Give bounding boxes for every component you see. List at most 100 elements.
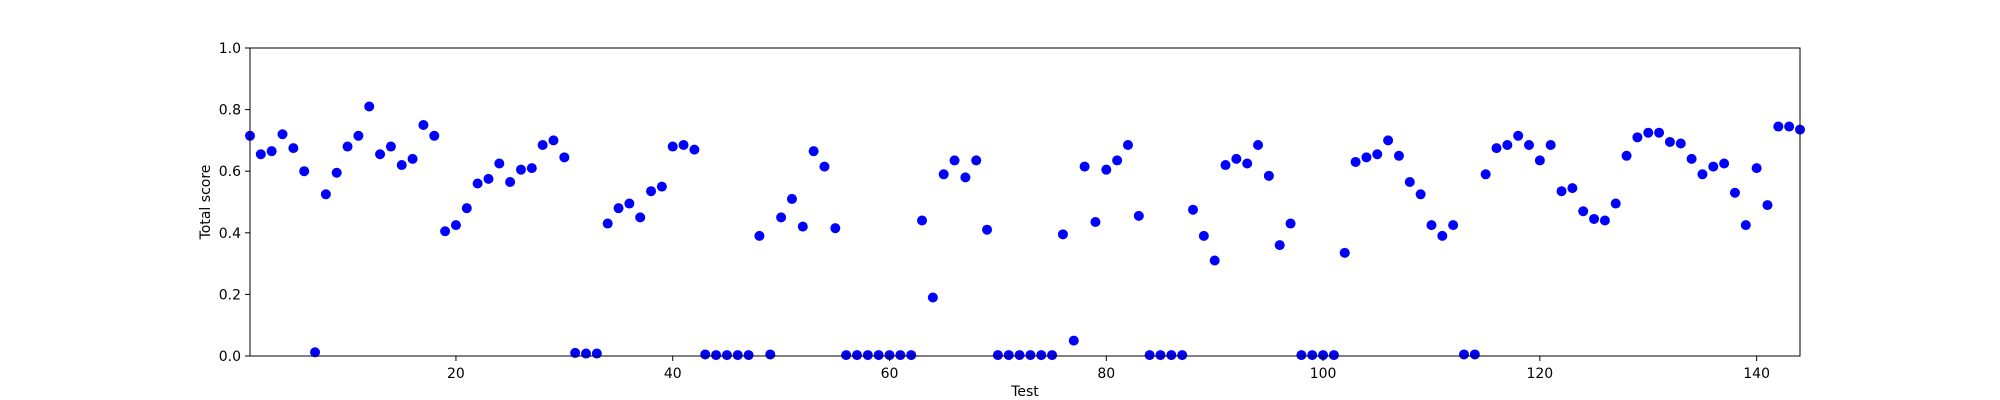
data-point: [1307, 350, 1318, 361]
data-point: [1762, 200, 1773, 211]
y-tick-label: 0.6: [219, 164, 241, 180]
data-point: [1188, 204, 1199, 215]
data-point: [1318, 350, 1329, 361]
data-point: [1448, 220, 1459, 231]
data-point: [1209, 255, 1220, 266]
data-point: [1621, 150, 1632, 161]
data-point: [927, 292, 938, 303]
data-point: [342, 141, 353, 152]
y-axis-title: Total score: [198, 165, 214, 241]
data-point: [1567, 183, 1578, 194]
data-point: [602, 218, 613, 229]
data-point: [1296, 350, 1307, 361]
data-point: [1643, 127, 1654, 138]
data-point: [851, 350, 862, 361]
x-tick-label: 140: [1743, 366, 1770, 382]
data-point: [537, 140, 548, 151]
data-point: [461, 203, 472, 214]
x-tick-label: 60: [881, 366, 899, 382]
data-point: [1502, 140, 1513, 151]
x-tick-label: 20: [447, 366, 465, 382]
data-point: [1545, 140, 1556, 151]
y-tick-label: 0.8: [219, 103, 241, 119]
data-point: [982, 224, 993, 235]
data-point: [1220, 160, 1231, 171]
data-point: [1686, 153, 1697, 164]
data-point: [1415, 189, 1426, 200]
data-point: [1599, 215, 1610, 226]
data-point: [1361, 152, 1372, 163]
data-point: [375, 149, 386, 160]
data-point: [862, 350, 873, 361]
data-point: [667, 141, 678, 152]
data-point: [1578, 206, 1589, 217]
data-point: [548, 135, 559, 146]
data-point: [320, 189, 331, 200]
y-tick-label: 0.0: [219, 349, 241, 365]
data-point: [1491, 143, 1502, 154]
data-point: [526, 163, 537, 174]
data-point: [1719, 158, 1730, 169]
data-point: [743, 350, 754, 361]
x-tick-label: 40: [664, 366, 682, 382]
y-tick-label: 0.4: [219, 226, 241, 242]
data-point: [819, 161, 830, 172]
data-points: [245, 101, 1805, 361]
data-point: [1708, 161, 1719, 172]
data-point: [299, 166, 310, 177]
data-point: [1253, 140, 1264, 151]
data-point: [689, 144, 700, 155]
data-point: [472, 178, 483, 189]
data-point: [591, 348, 602, 359]
data-point: [732, 350, 743, 361]
data-point: [1632, 132, 1643, 143]
data-point: [494, 158, 505, 169]
data-point: [570, 347, 581, 358]
data-point: [992, 350, 1003, 361]
data-point: [635, 212, 646, 223]
data-point: [1480, 169, 1491, 180]
data-point: [1729, 187, 1740, 198]
data-point: [1610, 198, 1621, 209]
data-point: [1122, 140, 1133, 151]
data-point: [1285, 218, 1296, 229]
data-point: [1426, 220, 1437, 231]
data-point: [1144, 350, 1155, 361]
data-point: [1047, 350, 1058, 361]
data-point: [429, 130, 440, 141]
data-point: [646, 186, 657, 197]
data-point: [1524, 140, 1535, 151]
data-point: [754, 230, 765, 241]
data-point: [310, 347, 321, 358]
data-point: [1469, 349, 1480, 360]
data-point: [917, 215, 928, 226]
data-point: [841, 350, 852, 361]
data-point: [364, 101, 375, 112]
data-point: [808, 146, 819, 157]
x-axis: 20 40 60 80 100 120 140: [447, 356, 1770, 382]
data-point: [1242, 158, 1253, 169]
data-point: [1350, 156, 1361, 167]
data-point: [1090, 217, 1101, 228]
plot-background: [250, 48, 1800, 356]
data-point: [906, 350, 917, 361]
data-point: [266, 146, 277, 157]
data-point: [1339, 247, 1350, 258]
data-point: [1556, 186, 1567, 197]
data-point: [418, 120, 429, 130]
data-point: [1079, 161, 1090, 172]
data-point: [559, 152, 570, 163]
data-point: [1133, 210, 1144, 221]
data-point: [971, 155, 982, 166]
data-point: [353, 130, 364, 141]
data-point: [1513, 130, 1524, 141]
x-tick-label: 100: [1310, 366, 1337, 382]
data-point: [776, 212, 787, 223]
data-point: [1014, 350, 1025, 361]
data-point: [656, 181, 667, 192]
data-point: [721, 350, 732, 361]
data-point: [613, 203, 624, 214]
data-point: [1784, 121, 1795, 132]
data-point: [1664, 136, 1675, 147]
